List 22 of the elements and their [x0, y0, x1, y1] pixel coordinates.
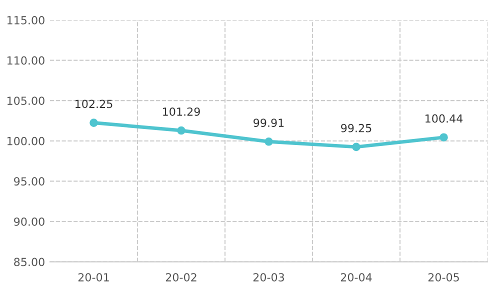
x-tick-label: 20-01 — [78, 273, 109, 282]
y-tick-label: 90.00 — [14, 217, 44, 226]
y-tick-label: 105.00 — [7, 96, 44, 105]
data-label: 102.25 — [76, 100, 112, 108]
y-tick-label: 95.00 — [14, 177, 44, 186]
point — [177, 126, 186, 135]
x-tick-label: 20-02 — [166, 273, 196, 282]
x-tick-label: 20-05 — [428, 273, 459, 282]
data-label: 100.44 — [426, 114, 463, 123]
data-label: 101.29 — [163, 107, 200, 116]
x-tick-label: 20-04 — [340, 273, 372, 282]
y-tick-label: 85.00 — [14, 258, 44, 266]
point — [440, 133, 448, 142]
point — [264, 137, 273, 146]
y-tick-label: 115.00 — [7, 16, 44, 24]
x-tick-label: 20-03 — [253, 273, 284, 282]
y-tick-label: 100.00 — [7, 136, 44, 146]
y-tick-label: 110.00 — [7, 56, 44, 65]
data-label: 99.25 — [341, 124, 372, 132]
data-label: 99.91 — [254, 118, 284, 127]
point — [352, 142, 360, 152]
point — [90, 118, 98, 127]
